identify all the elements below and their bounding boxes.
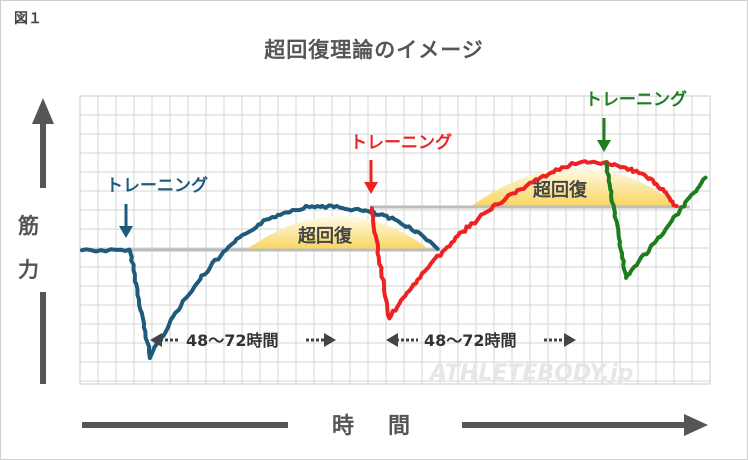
figure-label: 図１ bbox=[14, 11, 42, 27]
strength-curve-1 bbox=[80, 203, 440, 361]
watermark: ATHLETEBODY.jp bbox=[428, 361, 633, 386]
interval-arrow-2: 48〜72時間 bbox=[386, 331, 576, 350]
plot-border bbox=[79, 95, 711, 385]
training-label-3: トレーニング bbox=[585, 89, 687, 110]
training-label-1: トレーニング bbox=[106, 175, 208, 196]
down-arrow-head bbox=[364, 182, 378, 194]
training-label-2: トレーニング bbox=[350, 132, 452, 153]
x-axis-label: 時 間 bbox=[331, 414, 416, 439]
training-marker-3: トレーニング bbox=[585, 89, 687, 152]
up-arrow-icon bbox=[32, 98, 54, 384]
right-arrow-head bbox=[564, 333, 576, 347]
left-arrow-head bbox=[150, 333, 162, 347]
training-marker-1: トレーニング bbox=[106, 175, 208, 238]
down-arrow-head bbox=[597, 140, 611, 152]
down-arrow-head bbox=[119, 226, 133, 238]
x-axis-arrow-head bbox=[684, 414, 708, 436]
grid bbox=[79, 95, 711, 384]
left-arrow-head bbox=[386, 333, 398, 347]
y-label-char-2: 力 bbox=[18, 258, 39, 282]
strength-curve-3 bbox=[604, 161, 708, 280]
diagram-title: 超回復理論のイメージ bbox=[264, 38, 484, 62]
y-axis-arrow-head bbox=[32, 98, 54, 124]
training-marker-2: トレーニング bbox=[350, 132, 452, 194]
recovery-label-2: 超回復 bbox=[533, 179, 588, 201]
recovery-label-1: 超回復 bbox=[298, 225, 353, 247]
strength-curve-2 bbox=[369, 159, 679, 321]
right-arrow-head bbox=[324, 333, 336, 347]
right-arrow-icon bbox=[82, 414, 708, 436]
interval-label-2: 48〜72時間 bbox=[424, 331, 517, 350]
interval-arrow-1: 48〜72時間 bbox=[150, 331, 336, 350]
y-label-char-1: 筋 bbox=[18, 214, 39, 238]
recovery-area-2 bbox=[470, 167, 680, 207]
recovery-area-1 bbox=[246, 216, 430, 250]
interval-label-1: 48〜72時間 bbox=[186, 331, 279, 350]
